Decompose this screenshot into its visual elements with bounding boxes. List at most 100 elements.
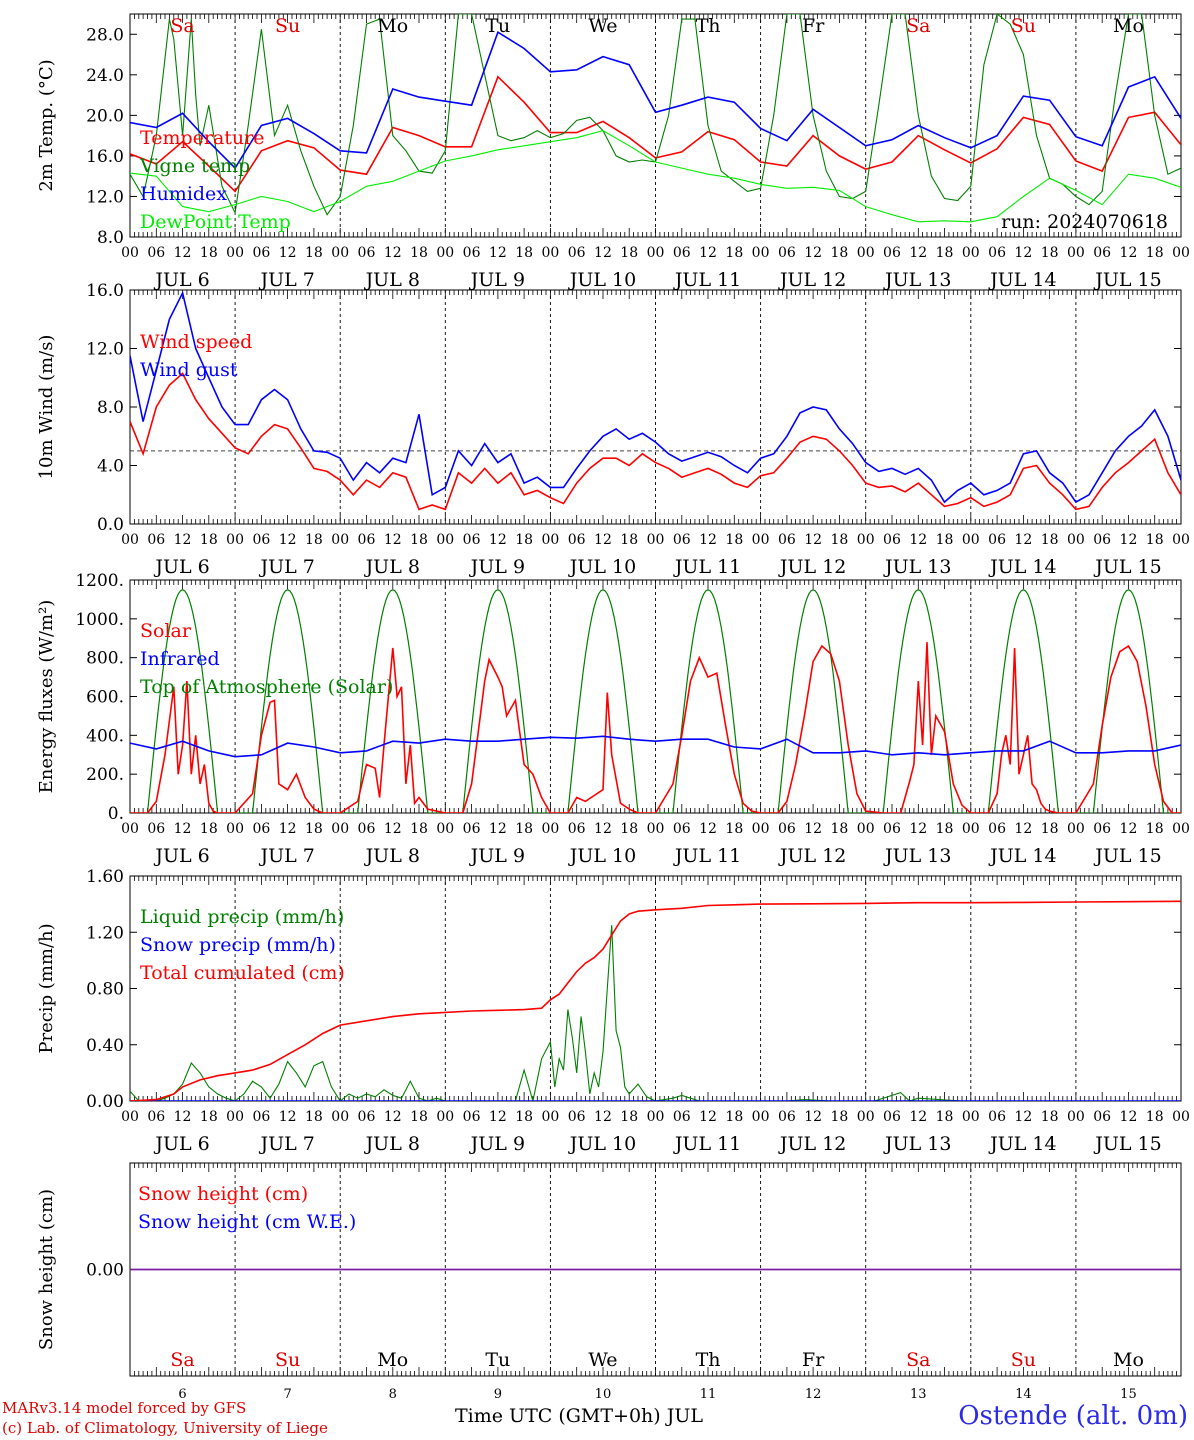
precip-series xyxy=(130,900,1181,1101)
legend-entry: Humidex xyxy=(140,183,227,205)
hour-label: 12 xyxy=(909,245,927,261)
weekday-label: Mo xyxy=(377,1349,408,1371)
legend-entry: Snow precip (mm/h) xyxy=(140,934,336,956)
day-number-label: 12 xyxy=(805,1387,822,1402)
temp-panel: 8.0 12.0 16.0 20.0 24.0 28.0 2m Temp. (°C) Temp… xyxy=(36,13,1190,291)
hour-label: 18 xyxy=(1146,532,1164,548)
hour-label: 06 xyxy=(252,821,270,837)
date-label: JUL 13 xyxy=(883,845,951,867)
day-number-label: 11 xyxy=(700,1387,717,1402)
hour-label: 18 xyxy=(725,1109,743,1125)
date-label: JUL 9 xyxy=(469,556,525,578)
date-label: JUL 12 xyxy=(778,845,846,867)
weekday-label: Su xyxy=(275,1349,300,1371)
y-tick-label: 1.20 xyxy=(86,923,124,943)
hour-label: 12 xyxy=(1120,245,1138,261)
snow-y-axis-label: Snow height (cm) xyxy=(36,1189,57,1350)
hour-label: 12 xyxy=(174,532,192,548)
hour-label: 06 xyxy=(673,821,691,837)
hour-label: 00 xyxy=(436,821,454,837)
legend-entry: Wind speed xyxy=(140,331,252,353)
date-label: JUL 14 xyxy=(988,556,1056,578)
date-label: JUL 11 xyxy=(673,845,741,867)
hour-label: 18 xyxy=(515,245,533,261)
hour-label: 18 xyxy=(200,1109,218,1125)
hour-label: 06 xyxy=(883,245,901,261)
infrared-line xyxy=(130,735,1181,758)
date-label: JUL 6 xyxy=(153,1133,209,1155)
hour-label: 12 xyxy=(804,245,822,261)
wind-gust-line xyxy=(130,290,1181,504)
hour-label: 06 xyxy=(252,245,270,261)
legend-entry: Snow height (cm) xyxy=(138,1183,308,1205)
hour-label: 12 xyxy=(1014,532,1032,548)
liquid-precip-mm-h-line xyxy=(130,925,1181,1101)
hour-label: 06 xyxy=(673,1109,691,1125)
hour-label: 06 xyxy=(463,821,481,837)
weekday-label: Sa xyxy=(170,15,194,37)
date-label: JUL 8 xyxy=(364,269,420,291)
hour-label: 18 xyxy=(410,245,428,261)
hour-label: 12 xyxy=(384,245,402,261)
hour-label: 18 xyxy=(200,821,218,837)
model-credit: MARv3.14 model forced by GFS xyxy=(2,1399,247,1417)
hour-label: 12 xyxy=(909,532,927,548)
solar-line xyxy=(130,642,1181,813)
legend-entry: Liquid precip (mm/h) xyxy=(140,906,344,928)
hour-label: 06 xyxy=(358,532,376,548)
weekday-label: Fr xyxy=(802,1349,825,1371)
y-tick-label: 28.0 xyxy=(86,25,124,45)
hour-label: 18 xyxy=(831,532,849,548)
hour-label: 00 xyxy=(436,532,454,548)
hour-label: 18 xyxy=(1041,821,1059,837)
vigne-temp-line xyxy=(130,14,1181,216)
weekday-label: Tu xyxy=(485,1349,510,1371)
run-label: run: 2024070618 xyxy=(1001,211,1168,233)
wind-series xyxy=(130,290,1181,511)
hour-label: 12 xyxy=(594,532,612,548)
date-label: JUL 6 xyxy=(153,269,209,291)
weekday-label: Su xyxy=(1011,15,1036,37)
hour-label: 00 xyxy=(121,532,139,548)
y-tick-label: 16.0 xyxy=(86,281,124,301)
hour-label: 12 xyxy=(594,1109,612,1125)
temp-y-axis-label: 2m Temp. (°C) xyxy=(36,59,57,191)
precip-x-ticks xyxy=(129,876,1182,1101)
hour-label: 18 xyxy=(515,821,533,837)
wind-y-axis-label: 10m Wind (m/s) xyxy=(36,335,57,480)
hour-label: 06 xyxy=(988,1109,1006,1125)
hour-label: 12 xyxy=(1014,245,1032,261)
hour-label: 06 xyxy=(147,1109,165,1125)
hour-label: 00 xyxy=(647,532,665,548)
date-label: JUL 10 xyxy=(568,269,636,291)
hour-label: 18 xyxy=(305,1109,323,1125)
hour-label: 12 xyxy=(594,821,612,837)
hour-label: 06 xyxy=(778,821,796,837)
hour-label: 18 xyxy=(620,532,638,548)
date-label: JUL 14 xyxy=(988,269,1056,291)
hour-label: 00 xyxy=(226,532,244,548)
hour-label: 18 xyxy=(305,245,323,261)
date-label: JUL 6 xyxy=(153,556,209,578)
date-label: JUL 15 xyxy=(1093,1133,1161,1155)
date-label: JUL 15 xyxy=(1093,556,1161,578)
y-tick-label: 4.0 xyxy=(97,457,124,477)
wind-x-ticks xyxy=(129,290,1182,524)
hour-label: 00 xyxy=(1172,245,1190,261)
y-tick-label: 0. xyxy=(108,804,124,824)
hour-label: 06 xyxy=(252,1109,270,1125)
hour-label: 00 xyxy=(226,245,244,261)
date-label: JUL 12 xyxy=(778,556,846,578)
hour-label: 06 xyxy=(252,532,270,548)
station-name: Ostende (alt. 0m) xyxy=(958,1401,1188,1431)
hour-label: 18 xyxy=(1041,245,1059,261)
hour-label: 12 xyxy=(804,532,822,548)
day-number-label: 13 xyxy=(910,1387,927,1402)
date-label: JUL 14 xyxy=(988,845,1056,867)
temp-x-ticks xyxy=(129,14,1182,237)
hour-label: 12 xyxy=(489,245,507,261)
hour-label: 00 xyxy=(962,821,980,837)
hour-label: 06 xyxy=(463,532,481,548)
date-label: JUL 8 xyxy=(364,556,420,578)
hour-label: 18 xyxy=(515,1109,533,1125)
